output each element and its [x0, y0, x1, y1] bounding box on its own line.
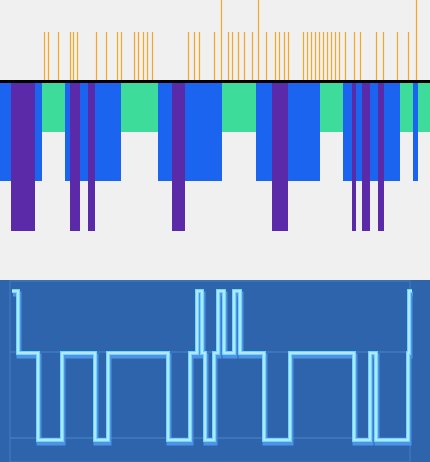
state-band [256, 82, 260, 181]
state-band [172, 82, 185, 231]
state-band [288, 82, 295, 181]
waveform-highlight [12, 290, 412, 441]
state-band [42, 82, 65, 132]
state-band [418, 82, 430, 132]
state-band [121, 82, 158, 132]
state-band [11, 82, 35, 231]
state-band [378, 82, 384, 231]
state-band [370, 82, 378, 181]
state-band [362, 82, 370, 231]
square-waveform [12, 289, 413, 446]
state-band [222, 82, 256, 132]
state-band [158, 82, 172, 181]
state-band [352, 82, 356, 231]
event-ticks [43, 0, 418, 81]
state-band [356, 82, 362, 181]
state-band [88, 82, 95, 231]
state-band [413, 82, 418, 181]
state-band [272, 82, 288, 231]
state-band [295, 82, 320, 181]
state-band [320, 82, 343, 132]
state-band [95, 82, 121, 181]
state-band [70, 82, 80, 231]
state-band [65, 82, 70, 181]
state-bands [0, 82, 430, 231]
state-band [185, 82, 222, 181]
state-band [384, 82, 400, 181]
state-band [35, 82, 42, 181]
state-band [343, 82, 352, 181]
state-band [400, 82, 413, 132]
baseline [0, 80, 430, 83]
state-band [260, 82, 272, 181]
state-band [0, 82, 11, 181]
state-band [80, 82, 88, 181]
